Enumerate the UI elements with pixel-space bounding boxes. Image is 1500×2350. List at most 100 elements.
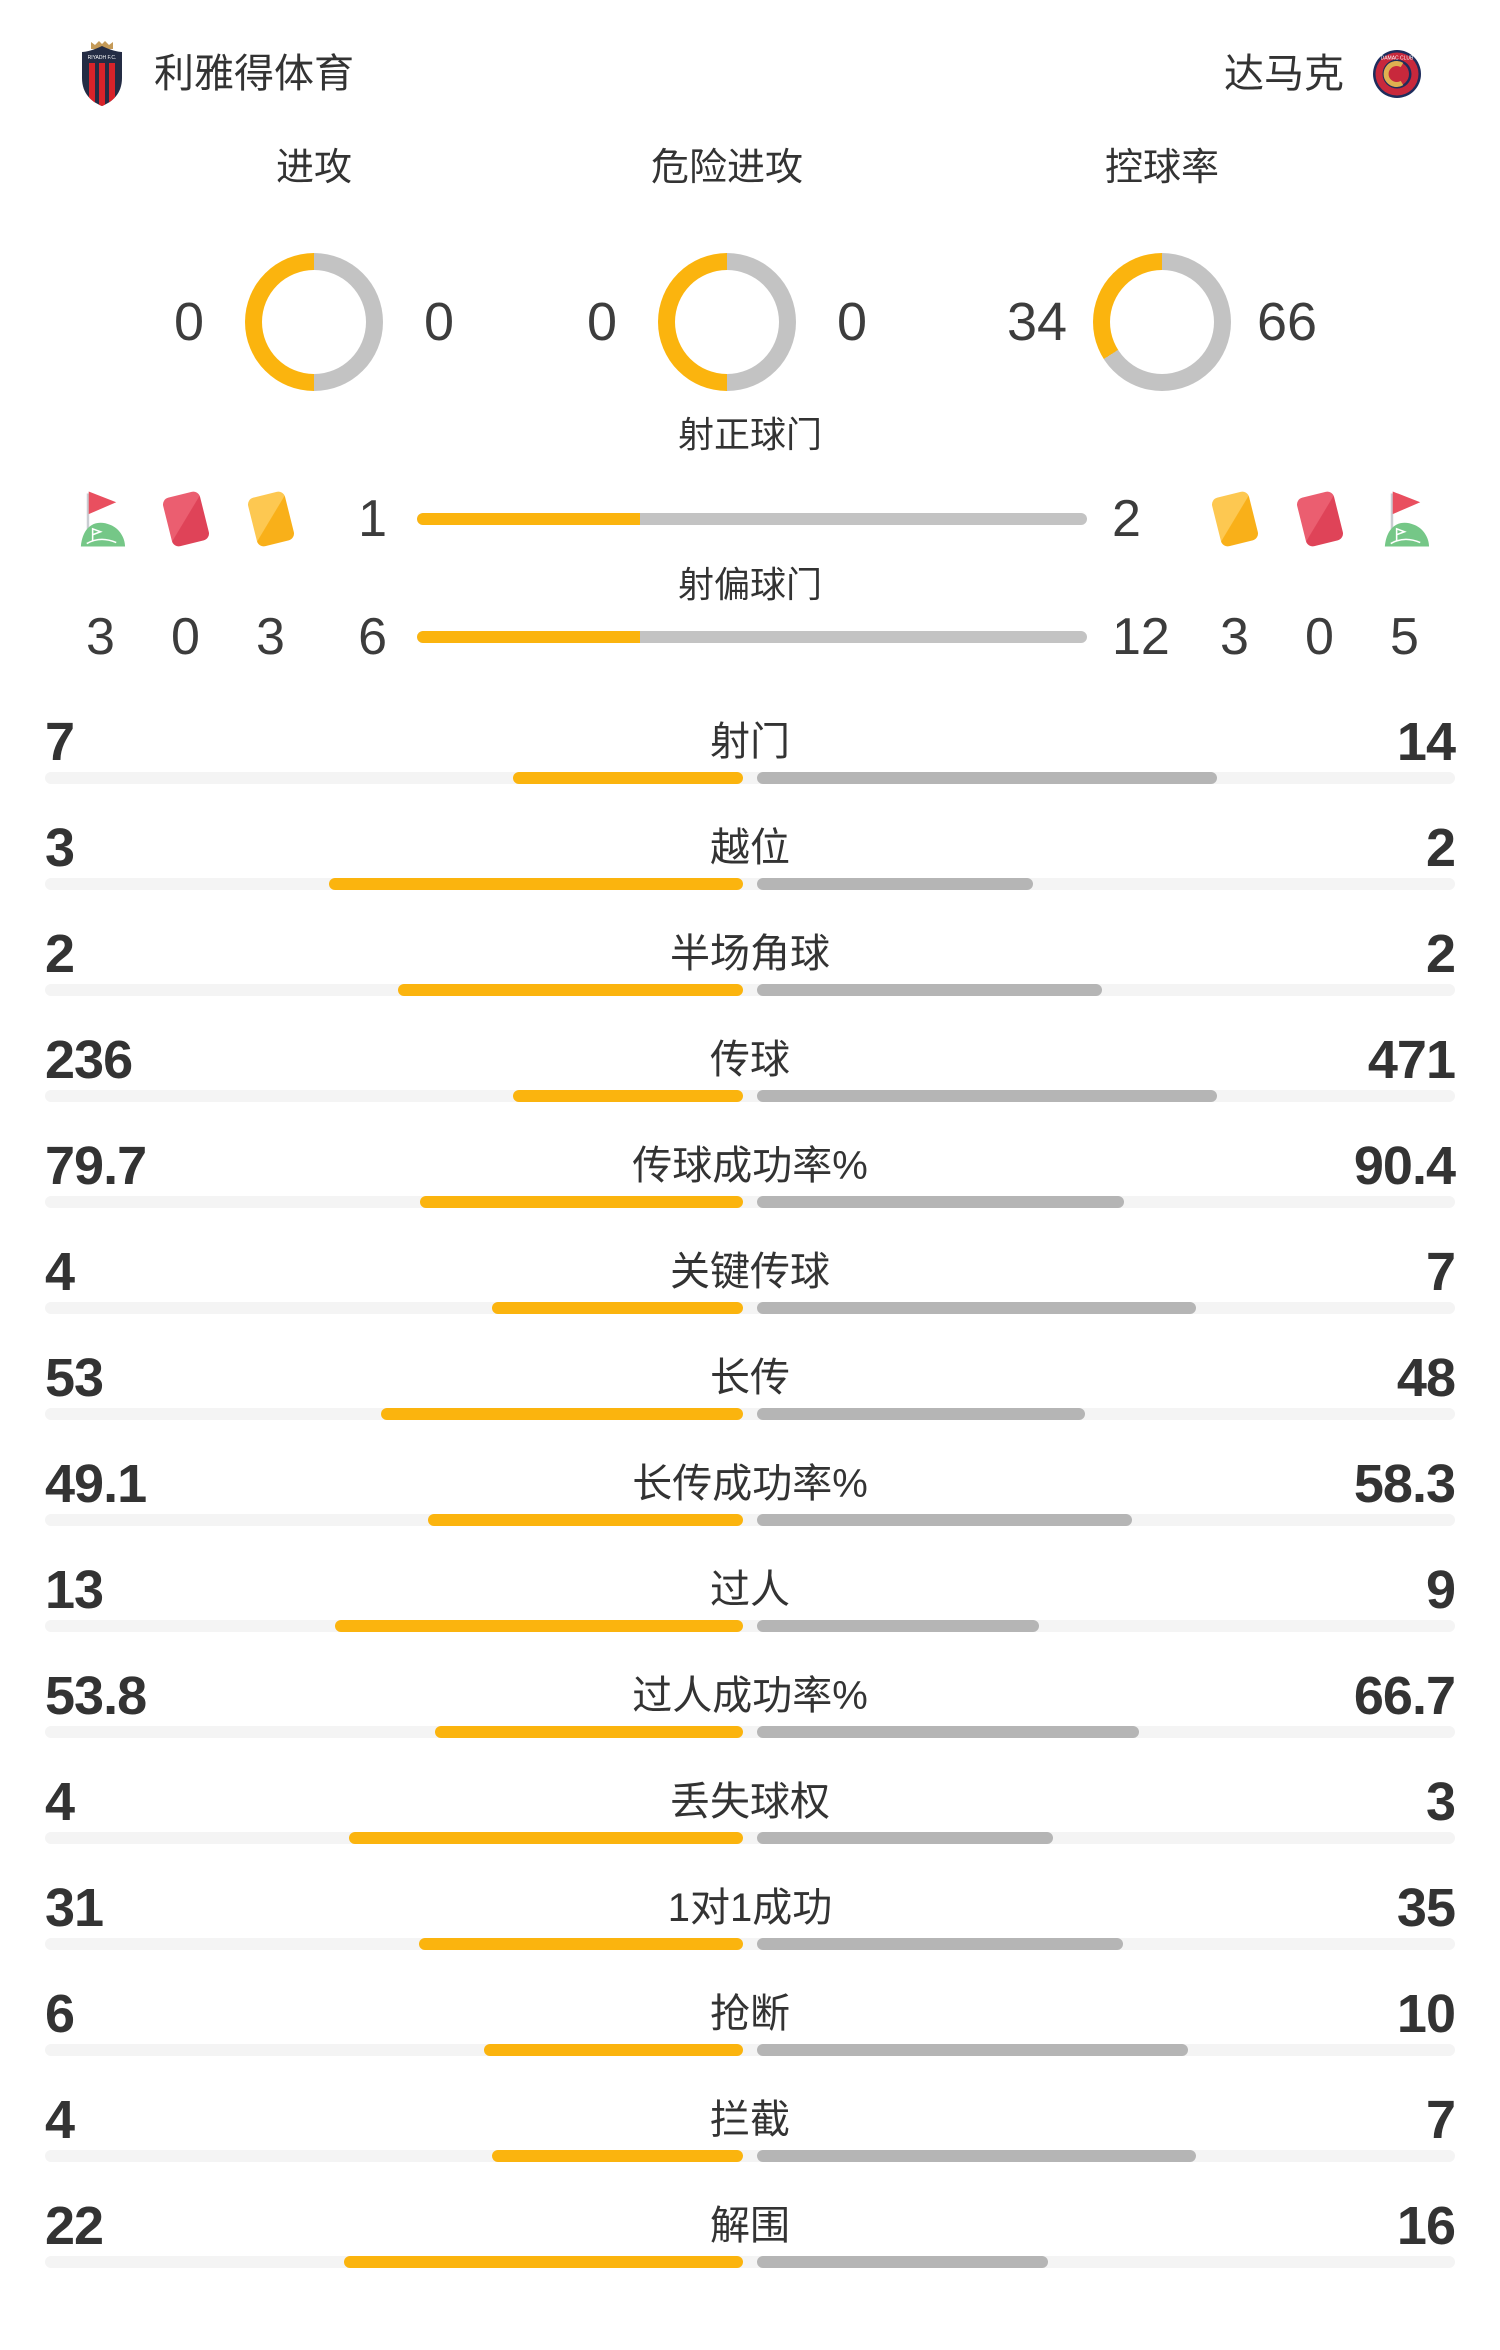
- home-stat-bar-segment: [343, 2256, 743, 2268]
- home-stat-bar-segment: [418, 1938, 743, 1950]
- stat-bar: [45, 878, 1455, 890]
- away-stat-bar-segment: [757, 984, 1103, 996]
- shots-on-target-label: 射正球门: [677, 414, 822, 455]
- stat-bar: [45, 772, 1455, 784]
- home-stat-bar-segment: [328, 878, 743, 890]
- away-stat-value: 7: [1425, 1242, 1456, 1302]
- away-stat-bar-segment: [757, 1090, 1217, 1102]
- home-stat-value: 79.7: [45, 1136, 147, 1196]
- donut-title: 控球率: [1104, 147, 1219, 189]
- stat-row: 53 长传 48: [45, 1336, 1456, 1442]
- away-stat-value: 9: [1425, 1560, 1456, 1620]
- stat-label: 过人: [710, 1568, 790, 1612]
- stat-bar: [45, 1302, 1455, 1314]
- home-stat-value: 4: [45, 1772, 75, 1832]
- away-stat-value: 16: [1396, 2196, 1456, 2256]
- stat-bar: [45, 2044, 1455, 2056]
- stat-label: 射门: [710, 720, 790, 764]
- stat-label: 长传成功率%: [632, 1462, 868, 1506]
- stat-label: 抢断: [710, 1992, 790, 2036]
- home-stat-value: 7: [45, 712, 75, 772]
- donut-title: 进攻: [275, 147, 352, 189]
- stat-row: 49.1 长传成功率% 58.3: [45, 1442, 1456, 1548]
- stat-label: 关键传球: [670, 1250, 830, 1294]
- away-stat-bar-segment: [757, 2044, 1189, 2056]
- home-yellow-cards-count: 3: [256, 608, 285, 666]
- svg-text:DAMAC CLUB: DAMAC CLUB: [1381, 56, 1414, 62]
- home-shots-on-target-bar: [417, 513, 641, 525]
- home-team-name: 利雅得体育: [154, 52, 354, 96]
- home-stat-value: 6: [45, 1984, 75, 2044]
- home-donut-value: 34: [1006, 292, 1068, 352]
- away-corners-count: 5: [1390, 608, 1419, 666]
- away-stat-value: 14: [1396, 712, 1456, 772]
- home-stat-bar-segment: [512, 1090, 743, 1102]
- home-stat-value: 31: [45, 1878, 104, 1938]
- away-shots-off-target: 12: [1112, 608, 1170, 666]
- stat-row: 2 半场角球 2: [45, 912, 1456, 1018]
- away-stat-bar-segment: [757, 1302, 1197, 1314]
- stat-bar: [45, 1514, 1455, 1526]
- home-stat-bar-segment: [492, 1302, 743, 1314]
- away-stat-value: 7: [1425, 2090, 1456, 2150]
- away-stat-bar-segment: [757, 1408, 1085, 1420]
- home-stat-bar-segment: [427, 1514, 743, 1526]
- match-header: RIYADH F.C. 利雅得体育 达马克 DAMAC CLUB: [0, 0, 1500, 108]
- stat-label: 传球: [710, 1038, 790, 1082]
- discipline-icons-row: 1 2: [0, 469, 1500, 569]
- home-stat-value: 13: [45, 1560, 104, 1620]
- stat-bar: [45, 984, 1455, 996]
- discipline-counts-row: 3 0 3 6 12 3 0 5: [0, 610, 1500, 664]
- home-shots-off-target: 6: [358, 608, 387, 666]
- away-stat-value: 3: [1425, 1772, 1456, 1832]
- home-donut-value: 0: [586, 292, 618, 352]
- stat-row: 4 拦截 7: [45, 2078, 1456, 2184]
- shots-off-target-bar: [417, 631, 1087, 643]
- stat-row: 31 1对1成功 35: [45, 1866, 1456, 1972]
- donut-chart: [1093, 253, 1231, 391]
- stat-label: 长传: [710, 1356, 790, 1400]
- stat-label: 丢失球权: [670, 1780, 830, 1824]
- home-team: RIYADH F.C. 利雅得体育: [78, 40, 354, 108]
- shots-on-target-bar: [417, 513, 1087, 525]
- home-stat-bar-segment: [484, 2044, 743, 2056]
- stat-label: 过人成功率%: [632, 1674, 868, 1718]
- yellow-card-icon: [246, 490, 295, 548]
- svg-text:RIYADH F.C.: RIYADH F.C.: [88, 55, 117, 61]
- donut-group: 控球率 34 66: [1005, 146, 1319, 391]
- shots-off-target-label: 射偏球门: [677, 564, 822, 605]
- away-team-name: 达马克: [1224, 52, 1344, 96]
- home-stat-value: 4: [45, 2090, 75, 2150]
- home-stat-value: 22: [45, 2196, 104, 2256]
- home-corners-count: 3: [86, 608, 115, 666]
- away-stat-value: 35: [1396, 1878, 1456, 1938]
- home-stat-bar-segment: [512, 772, 743, 784]
- home-stat-bar-segment: [419, 1196, 743, 1208]
- home-shots-on-target: 1: [358, 490, 387, 548]
- stat-bar: [45, 1726, 1455, 1738]
- donut-title: 危险进攻: [650, 147, 803, 189]
- away-donut-value: 0: [423, 292, 455, 352]
- away-stat-value: 471: [1367, 1030, 1456, 1090]
- stat-bar: [45, 1938, 1455, 1950]
- donut-section: 进攻 0 0 危险进攻 0 0 控球率 34 66: [0, 146, 1500, 391]
- away-donut-value: 66: [1256, 292, 1318, 352]
- home-stat-bar-segment: [434, 1726, 743, 1738]
- away-stat-value: 58.3: [1353, 1454, 1456, 1514]
- stat-row: 4 关键传球 7: [45, 1230, 1456, 1336]
- stat-row: 13 过人 9: [45, 1548, 1456, 1654]
- away-stat-bar-segment: [757, 1620, 1040, 1632]
- away-donut-value: 0: [836, 292, 868, 352]
- red-card-icon: [1295, 490, 1344, 548]
- away-stat-bar-segment: [757, 1726, 1139, 1738]
- away-stat-bar-segment: [757, 2256, 1048, 2268]
- away-stat-bar-segment: [757, 1514, 1132, 1526]
- home-stat-bar-segment: [348, 1832, 743, 1844]
- stat-row: 79.7 传球成功率% 90.4: [45, 1124, 1456, 1230]
- home-stat-bar-segment: [335, 1620, 743, 1632]
- away-red-cards-count: 0: [1305, 608, 1334, 666]
- home-stat-value: 53.8: [45, 1666, 147, 1726]
- corner-flag-icon: [1384, 491, 1430, 547]
- home-stat-value: 3: [45, 818, 75, 878]
- home-stat-bar-segment: [380, 1408, 743, 1420]
